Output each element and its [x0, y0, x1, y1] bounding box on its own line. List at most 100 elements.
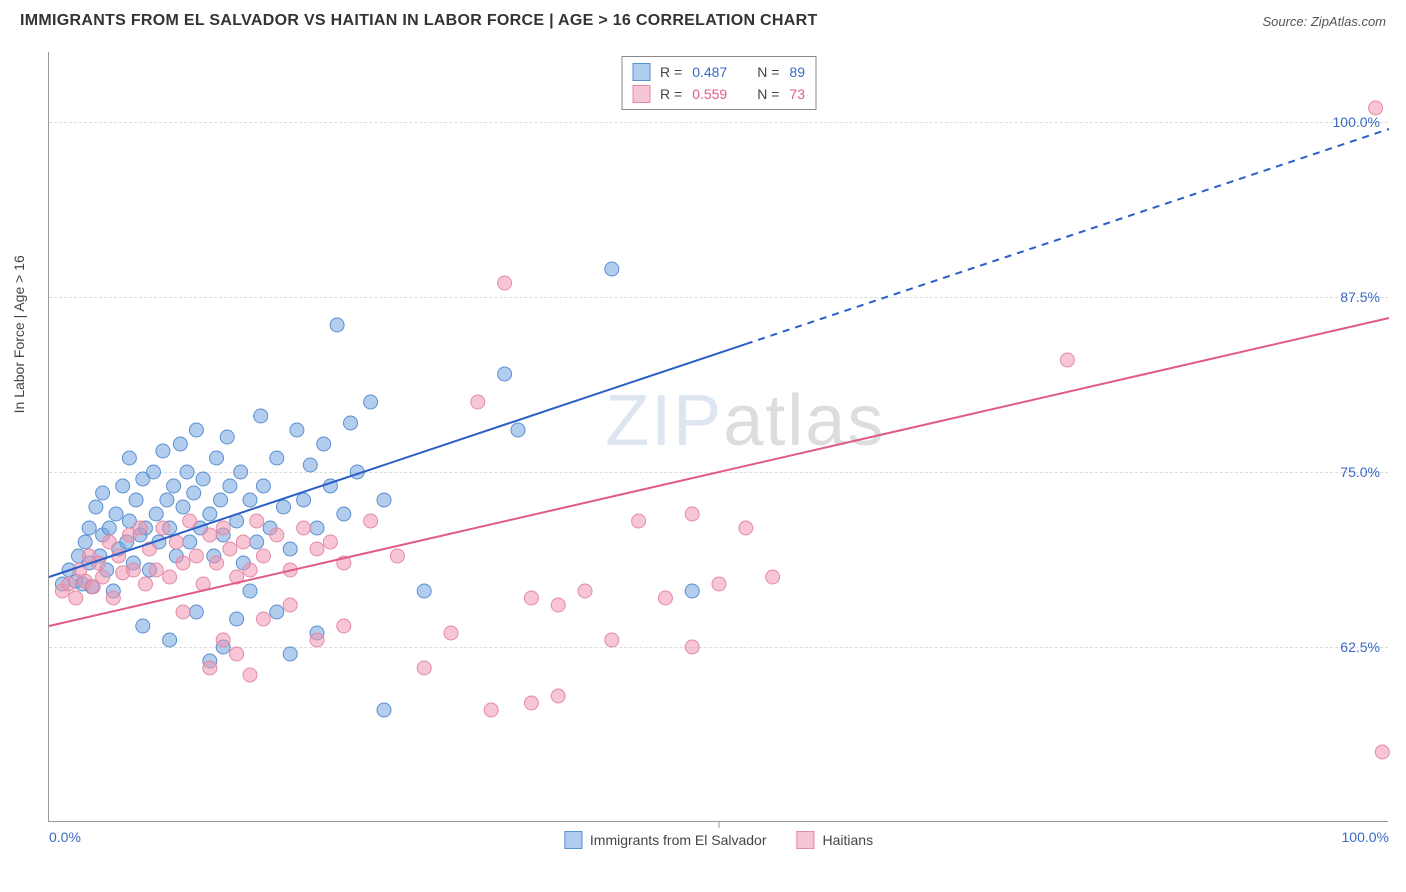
data-point — [317, 437, 331, 451]
data-point — [1060, 353, 1074, 367]
data-point — [210, 556, 224, 570]
x-tick-label: 0.0% — [49, 829, 81, 845]
data-point — [78, 535, 92, 549]
data-point — [256, 612, 270, 626]
data-point — [277, 500, 291, 514]
data-point — [498, 276, 512, 290]
data-point — [605, 262, 619, 276]
data-point — [196, 472, 210, 486]
data-point — [605, 633, 619, 647]
data-point — [122, 451, 136, 465]
data-point — [685, 507, 699, 521]
n-label: N = — [757, 64, 779, 80]
data-point — [377, 493, 391, 507]
n-value: 89 — [789, 64, 805, 80]
data-point — [203, 507, 217, 521]
x-tick-label: 100.0% — [1342, 829, 1389, 845]
legend-stat-row: R = 0.487N = 89 — [632, 61, 805, 83]
n-label: N = — [757, 86, 779, 102]
data-point — [102, 535, 116, 549]
data-point — [739, 521, 753, 535]
data-point — [216, 633, 230, 647]
data-point — [109, 507, 123, 521]
data-point — [270, 605, 284, 619]
r-value: 0.559 — [692, 86, 727, 102]
data-point — [297, 493, 311, 507]
data-point — [62, 577, 76, 591]
data-point — [96, 570, 110, 584]
legend-item: Haitians — [797, 831, 874, 849]
data-point — [330, 318, 344, 332]
legend-swatch — [797, 831, 815, 849]
data-point — [310, 542, 324, 556]
data-point — [270, 528, 284, 542]
data-point — [551, 689, 565, 703]
data-point — [210, 451, 224, 465]
data-point — [250, 535, 264, 549]
data-point — [578, 584, 592, 598]
data-point — [69, 591, 83, 605]
data-point — [685, 584, 699, 598]
data-point — [243, 584, 257, 598]
data-point — [283, 542, 297, 556]
data-point — [243, 668, 257, 682]
data-point — [256, 549, 270, 563]
data-point — [511, 423, 525, 437]
data-point — [183, 535, 197, 549]
legend-stat-row: R = 0.559N = 73 — [632, 83, 805, 105]
y-axis-title: In Labor Force | Age > 16 — [11, 255, 27, 413]
data-point — [176, 556, 190, 570]
data-point — [1375, 745, 1389, 759]
data-point — [685, 640, 699, 654]
data-point — [156, 444, 170, 458]
data-point — [524, 696, 538, 710]
data-point — [270, 451, 284, 465]
chart-title: IMMIGRANTS FROM EL SALVADOR VS HAITIAN I… — [20, 12, 818, 30]
data-point — [189, 549, 203, 563]
data-point — [163, 570, 177, 584]
data-point — [390, 549, 404, 563]
data-point — [310, 633, 324, 647]
data-point — [234, 465, 248, 479]
data-point — [173, 437, 187, 451]
data-point — [310, 521, 324, 535]
data-point — [290, 423, 304, 437]
data-point — [187, 486, 201, 500]
r-label: R = — [660, 64, 682, 80]
data-point — [236, 535, 250, 549]
data-point — [484, 703, 498, 717]
scatter-chart — [49, 52, 1388, 821]
data-point — [303, 458, 317, 472]
data-point — [254, 409, 268, 423]
data-point — [203, 661, 217, 675]
data-point — [1369, 101, 1383, 115]
data-point — [766, 570, 780, 584]
data-point — [116, 479, 130, 493]
data-point — [417, 584, 431, 598]
data-point — [223, 479, 237, 493]
data-point — [203, 528, 217, 542]
data-point — [223, 542, 237, 556]
data-point — [189, 605, 203, 619]
data-point — [216, 521, 230, 535]
data-point — [167, 479, 181, 493]
data-point — [183, 514, 197, 528]
trend-line — [49, 344, 746, 577]
data-point — [417, 661, 431, 675]
trend-line-dashed — [746, 129, 1389, 344]
data-point — [283, 598, 297, 612]
data-point — [149, 563, 163, 577]
data-point — [337, 619, 351, 633]
source-attribution: Source: ZipAtlas.com — [1262, 14, 1386, 29]
data-point — [176, 605, 190, 619]
r-label: R = — [660, 86, 682, 102]
legend-label: Haitians — [823, 832, 874, 848]
data-point — [230, 612, 244, 626]
data-point — [147, 465, 161, 479]
data-point — [658, 591, 672, 605]
legend-swatch — [632, 85, 650, 103]
data-point — [243, 493, 257, 507]
data-point — [89, 500, 103, 514]
data-point — [160, 493, 174, 507]
data-point — [377, 703, 391, 717]
